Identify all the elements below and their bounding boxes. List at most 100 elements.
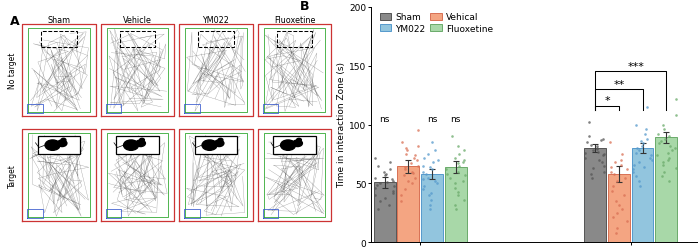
Point: [642, 105, 653, 109]
Point: [596, 160, 608, 164]
Point: [617, 152, 628, 156]
Bar: [273, 137, 316, 154]
Circle shape: [61, 139, 66, 142]
Point: [380, 172, 391, 176]
Point: [596, 138, 607, 142]
Point: [611, 226, 622, 230]
Point: [429, 149, 440, 153]
Point: [452, 190, 463, 194]
Point: [598, 152, 609, 156]
Point: [421, 172, 432, 176]
Point: [388, 184, 399, 188]
Point: [592, 150, 603, 154]
Point: [417, 188, 428, 192]
Point: [634, 180, 645, 184]
Text: ns: ns: [451, 115, 461, 124]
Circle shape: [293, 140, 302, 147]
Point: [441, 168, 452, 172]
Point: [428, 160, 439, 164]
Point: [405, 162, 416, 166]
Point: [607, 184, 618, 188]
Point: [401, 152, 412, 156]
Point: [452, 144, 463, 148]
Point: [425, 208, 436, 212]
Point: [670, 146, 681, 150]
Point: [426, 191, 437, 195]
Point: [459, 158, 470, 162]
Bar: [631, 148, 653, 242]
Bar: [198, 32, 234, 48]
Circle shape: [281, 140, 295, 151]
Point: [657, 160, 668, 164]
Point: [386, 177, 397, 181]
Text: Vehicle: Vehicle: [123, 16, 152, 25]
Point: [417, 170, 428, 174]
Circle shape: [124, 140, 139, 151]
Point: [608, 215, 619, 219]
Text: B: B: [300, 0, 309, 14]
Text: **: **: [613, 79, 624, 89]
Point: [612, 211, 623, 215]
Point: [634, 149, 645, 153]
Point: [639, 165, 650, 169]
Point: [400, 165, 411, 169]
Circle shape: [139, 139, 144, 142]
Point: [374, 199, 386, 203]
Bar: [421, 174, 443, 242]
Bar: [41, 32, 77, 48]
Bar: [444, 167, 467, 242]
Bar: [655, 138, 677, 242]
Point: [452, 194, 463, 198]
Point: [606, 189, 617, 193]
Point: [581, 140, 592, 144]
Point: [598, 137, 609, 141]
Point: [374, 182, 386, 186]
Point: [640, 132, 651, 136]
Point: [398, 174, 409, 178]
Point: [610, 199, 621, 203]
Bar: [276, 32, 312, 48]
Point: [458, 149, 470, 153]
Bar: [116, 137, 159, 154]
Circle shape: [57, 140, 67, 147]
Point: [592, 146, 603, 150]
Point: [409, 176, 420, 180]
Point: [653, 142, 664, 146]
Point: [384, 203, 395, 207]
Point: [457, 160, 468, 164]
Point: [395, 194, 406, 198]
Text: ns: ns: [427, 115, 438, 124]
Point: [387, 189, 398, 193]
Point: [422, 176, 433, 180]
Circle shape: [214, 140, 224, 147]
Text: *: *: [604, 96, 610, 106]
Text: Sham: Sham: [48, 16, 71, 25]
Point: [419, 156, 430, 160]
Bar: [120, 32, 155, 48]
Point: [616, 208, 627, 212]
Point: [400, 146, 412, 150]
Point: [399, 168, 410, 172]
Point: [645, 156, 656, 160]
Text: No target: No target: [8, 53, 17, 89]
Point: [627, 168, 638, 172]
Point: [584, 135, 595, 139]
Point: [452, 170, 463, 174]
Text: Fluoxetine: Fluoxetine: [274, 16, 315, 25]
Point: [379, 170, 390, 174]
Point: [637, 144, 648, 148]
Text: ***: ***: [627, 62, 645, 72]
Point: [638, 142, 649, 146]
Point: [646, 158, 657, 162]
Point: [616, 158, 627, 162]
Point: [369, 176, 380, 180]
Point: [412, 144, 423, 148]
Point: [670, 114, 681, 117]
Point: [656, 140, 667, 143]
Point: [657, 163, 668, 167]
Point: [387, 191, 398, 195]
Point: [587, 149, 598, 153]
Point: [425, 203, 436, 207]
Circle shape: [45, 140, 60, 151]
Point: [619, 194, 630, 198]
